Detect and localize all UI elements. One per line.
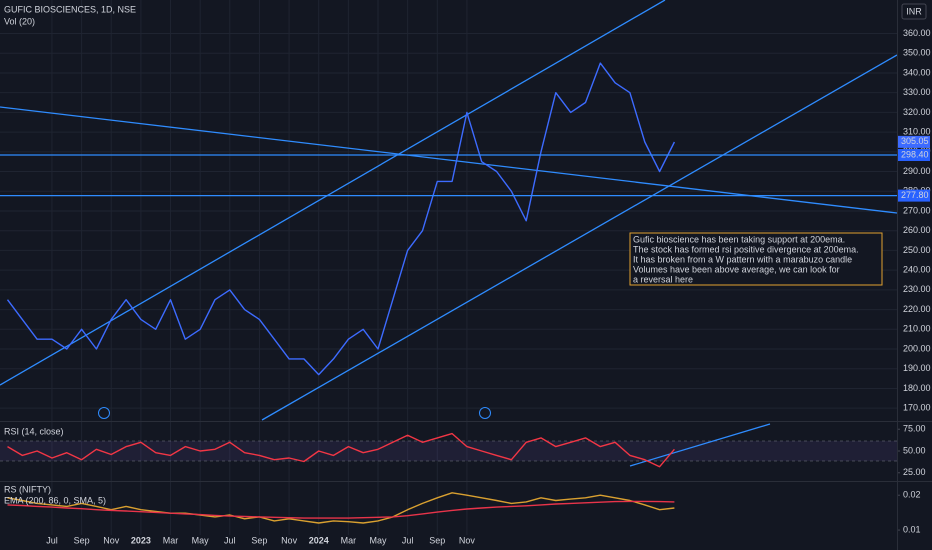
price-label-box [898,148,930,161]
hline-label: 277.80 [901,190,929,200]
y-tick-label: 320.00 [903,107,931,117]
dividend-icon[interactable] [98,407,110,419]
rs-title: RS (NIFTY) [4,484,51,494]
x-tick-label: Jul [224,535,236,545]
x-tick-label: 2023 [131,535,151,545]
annotation-line: It has broken from a W pattern with a ma… [633,254,852,264]
y-tick-label: 290.00 [903,166,931,176]
x-tick-label: Jul [402,535,414,545]
x-tick-label: May [192,535,210,545]
series-line [7,492,675,524]
dividend-icon[interactable] [479,407,491,419]
channel-upper [0,0,666,386]
y-tick-label: 260.00 [903,225,931,235]
x-tick-label: Sep [74,535,90,545]
x-tick-label: Nov [459,535,476,545]
y-tick-label: 270.00 [903,205,931,215]
x-tick-label: Mar [163,535,179,545]
annotation-line: Gufic bioscience has been taking support… [633,234,845,244]
hline-label: 298.40 [901,149,929,159]
y-tick-label: 250.00 [903,245,931,255]
y-tick-label: 25.00 [903,467,926,477]
trend-line [0,106,898,214]
y-tick-label: 220.00 [903,304,931,314]
y-tick-label: 360.00 [903,28,931,38]
series-line [6,62,676,376]
y-tick-label: 0.02 [903,490,921,500]
x-tick-label: Nov [281,535,298,545]
annotation-line: Volumes have been above average, we can … [633,264,840,274]
y-tick-label: 240.00 [903,265,931,275]
x-tick-label: Nov [103,535,120,545]
last-price-box [898,135,930,148]
y-tick-label: 200.00 [903,343,931,353]
y-tick-label: 350.00 [903,48,931,58]
rsi-band [0,441,897,461]
rs-subtitle: EMA (200, 86, 0, SMA, 5) [4,495,106,505]
series-line [7,432,675,468]
last-price-label: 305.05 [901,136,929,146]
series-line [7,500,675,519]
y-tick-label: 75.00 [903,424,926,434]
y-tick-label: 180.00 [903,383,931,393]
y-tick-label: 340.00 [903,67,931,77]
y-tick-label: 330.00 [903,87,931,97]
rsi-trend-line [629,423,771,467]
y-tick-label: 230.00 [903,284,931,294]
currency[interactable]: INR [906,6,922,16]
y-tick-label: 190.00 [903,363,931,373]
currency-box[interactable] [901,3,927,20]
volume-label: Vol (20) [4,16,35,26]
chart-title: GUFIC BIOSCIENCES, 1D, NSE [4,4,136,14]
x-tick-label: 2024 [309,535,329,545]
marks-layer: Jul Sep Nov 2023 Mar May Jul Sep Nov 2024 Mar May Ju… [0,28,931,545]
x-tick-label: Jul [46,535,58,545]
x-tick-label: Sep [429,535,445,545]
annotation: Gufic bioscience has been taking support… [633,234,859,284]
y-tick-label: 0.01 [903,524,921,534]
annotation-line: The stock has formed rsi positive diverg… [633,244,859,254]
y-tick-label: 310.00 [903,126,931,136]
annotation-line: a reversal here [633,274,693,284]
channel-lower [261,54,898,421]
y-tick-label: 210.00 [903,324,931,334]
rsi-title: RSI (14, close) [4,426,64,436]
y-tick-label: 170.00 [903,403,931,413]
x-tick-label: Mar [341,535,357,545]
x-tick-label: May [369,535,387,545]
price-label-box [898,189,930,202]
annotation-box[interactable] [629,232,883,286]
y-tick-label: 50.00 [903,445,926,455]
x-tick-label: Sep [251,535,267,545]
